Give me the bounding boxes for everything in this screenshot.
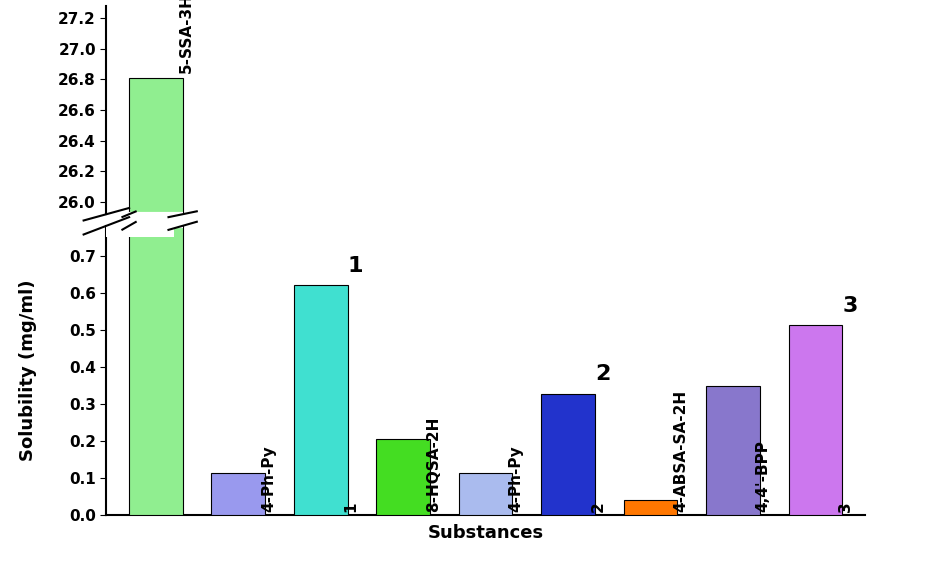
Bar [376,439,430,515]
Bar [130,78,182,579]
Text: 4,4'-BPP: 4,4'-BPP [756,439,771,512]
Bar [130,0,182,515]
Text: 2: 2 [591,501,606,512]
Bar [459,472,512,515]
Text: 2: 2 [595,364,610,384]
Text: 3: 3 [842,296,857,316]
Text: 8-HQSA-2H: 8-HQSA-2H [426,416,441,512]
Bar [212,472,265,515]
X-axis label: Substances: Substances [427,523,544,541]
Bar [106,226,175,237]
Bar [706,386,759,515]
Text: 4-Ph-Py: 4-Ph-Py [261,445,276,512]
Text: 4-ABSA-SA-2H: 4-ABSA-SA-2H [673,390,688,512]
Text: 5-SSA-3H: 5-SSA-3H [179,0,193,73]
Bar [623,500,677,515]
Text: 1: 1 [343,501,358,512]
Bar [541,394,595,515]
Text: 4-Ph-Py: 4-Ph-Py [509,445,524,512]
Bar [294,285,348,515]
Text: Solubility (mg/ml): Solubility (mg/ml) [18,280,37,461]
Bar [789,325,842,515]
Text: 3: 3 [838,501,853,512]
Text: 1: 1 [348,256,363,276]
